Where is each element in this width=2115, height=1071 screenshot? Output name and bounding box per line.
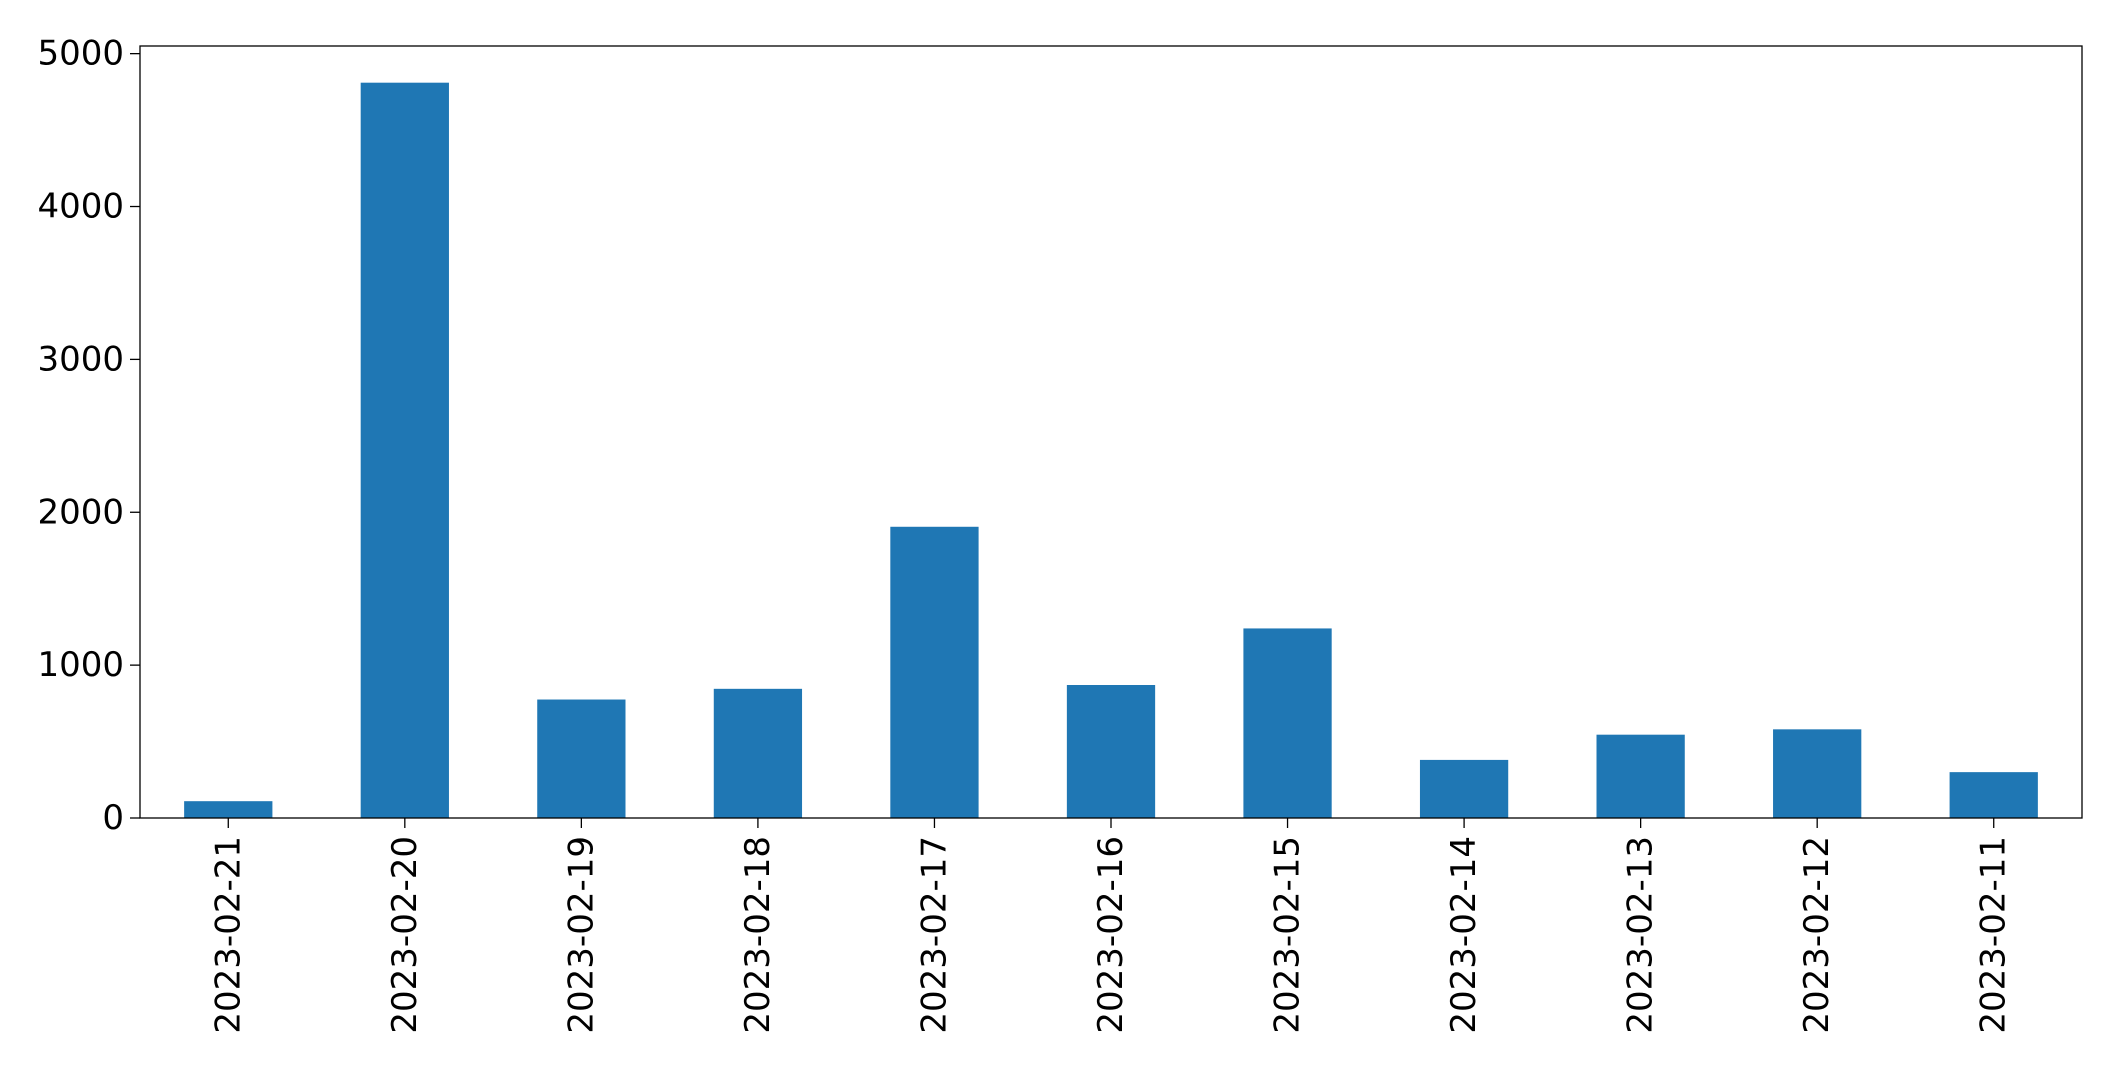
y-tick-label: 1000 — [37, 645, 124, 685]
x-tick-label: 2023-02-15 — [1268, 836, 1308, 1034]
x-tick-label: 2023-02-16 — [1091, 836, 1131, 1034]
y-axis-ticks: 0 1000 2000 3000 4000 5000 — [37, 34, 140, 838]
bar-2023-02-14 — [1419, 759, 1509, 818]
bar-2023-02-20 — [360, 82, 449, 819]
bar-2023-02-16 — [1066, 685, 1156, 818]
x-tick-label: 2023-02-17 — [914, 836, 954, 1034]
bars-group — [184, 82, 2038, 819]
x-tick-label: 2023-02-11 — [1974, 836, 2014, 1034]
plot-frame — [139, 45, 2083, 819]
x-tick-label: 2023-02-19 — [561, 836, 601, 1034]
x-tick-label: 2023-02-18 — [738, 836, 778, 1034]
x-tick-label: 2023-02-13 — [1621, 836, 1661, 1034]
x-tick-label: 2023-02-21 — [208, 836, 248, 1034]
bar-2023-02-21 — [184, 801, 273, 818]
bar-2023-02-11 — [1949, 772, 2038, 818]
bar-2023-02-15 — [1243, 628, 1332, 818]
bar-2023-02-13 — [1596, 734, 1685, 818]
x-tick-label: 2023-02-12 — [1797, 836, 1837, 1034]
x-tick-label: 2023-02-14 — [1444, 836, 1484, 1034]
x-axis-ticks: 2023-02-21 2023-02-20 2023-02-19 2023-02-18… — [208, 818, 2014, 1034]
y-tick-label: 2000 — [37, 492, 124, 532]
bar-2023-02-17 — [890, 526, 979, 818]
y-tick-label: 4000 — [37, 187, 124, 227]
bar-2023-02-18 — [713, 688, 803, 818]
y-tick-label: 5000 — [37, 34, 124, 74]
bar-2023-02-12 — [1773, 729, 1862, 818]
y-tick-label: 0 — [102, 798, 124, 838]
x-tick-label: 2023-02-20 — [385, 836, 425, 1034]
bar-2023-02-19 — [537, 699, 626, 818]
y-tick-label: 3000 — [37, 339, 124, 379]
